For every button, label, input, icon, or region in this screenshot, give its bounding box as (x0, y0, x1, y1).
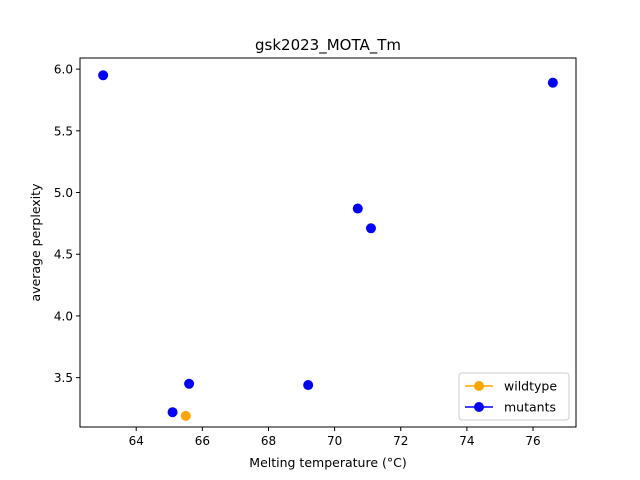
data-point-mutants (365, 223, 376, 234)
plot-frame (79, 57, 577, 428)
x-tick-label: 76 (525, 434, 540, 448)
x-tick-label: 72 (393, 434, 408, 448)
x-tick-label: 74 (459, 434, 474, 448)
y-tick-label: 5.0 (54, 186, 73, 200)
data-point-mutants (352, 203, 363, 214)
data-points (98, 70, 558, 421)
x-tick-label: 66 (195, 434, 210, 448)
data-point-mutants (98, 70, 109, 81)
y-tick-label: 3.5 (54, 371, 73, 385)
legend-label-wildtype: wildtype (504, 379, 557, 394)
data-point-mutants (303, 380, 314, 391)
chart-title: gsk2023_MOTA_Tm (255, 36, 401, 55)
y-tick-label: 5.5 (54, 124, 73, 138)
x-tick-label: 64 (129, 434, 144, 448)
y-tick-label: 4.0 (54, 309, 73, 323)
data-point-wildtype (180, 410, 191, 421)
y-axis-label: average perplexity (28, 183, 43, 302)
x-tick-label: 70 (327, 434, 342, 448)
legend-box (458, 372, 570, 421)
y-tick-label: 6.0 (54, 63, 73, 77)
legend-label-mutants: mutants (504, 400, 556, 415)
y-axis-ticks: 3.5 4.0 4.5 5.0 5.5 6.0 (54, 63, 80, 385)
y-tick-label: 4.5 (54, 248, 73, 262)
x-tick-label: 68 (261, 434, 276, 448)
x-axis-ticks: 64 66 68 70 72 74 76 (129, 427, 541, 448)
plot-area (80, 58, 576, 427)
legend-marker-wildtype (474, 381, 484, 391)
legend-marker-mutants (474, 402, 484, 412)
legend: wildtype mutants (458, 372, 570, 421)
data-point-mutants (167, 407, 178, 418)
data-point-mutants (547, 77, 558, 88)
data-point-mutants (184, 378, 195, 389)
x-axis-label: Melting temperature (°C) (249, 455, 406, 470)
